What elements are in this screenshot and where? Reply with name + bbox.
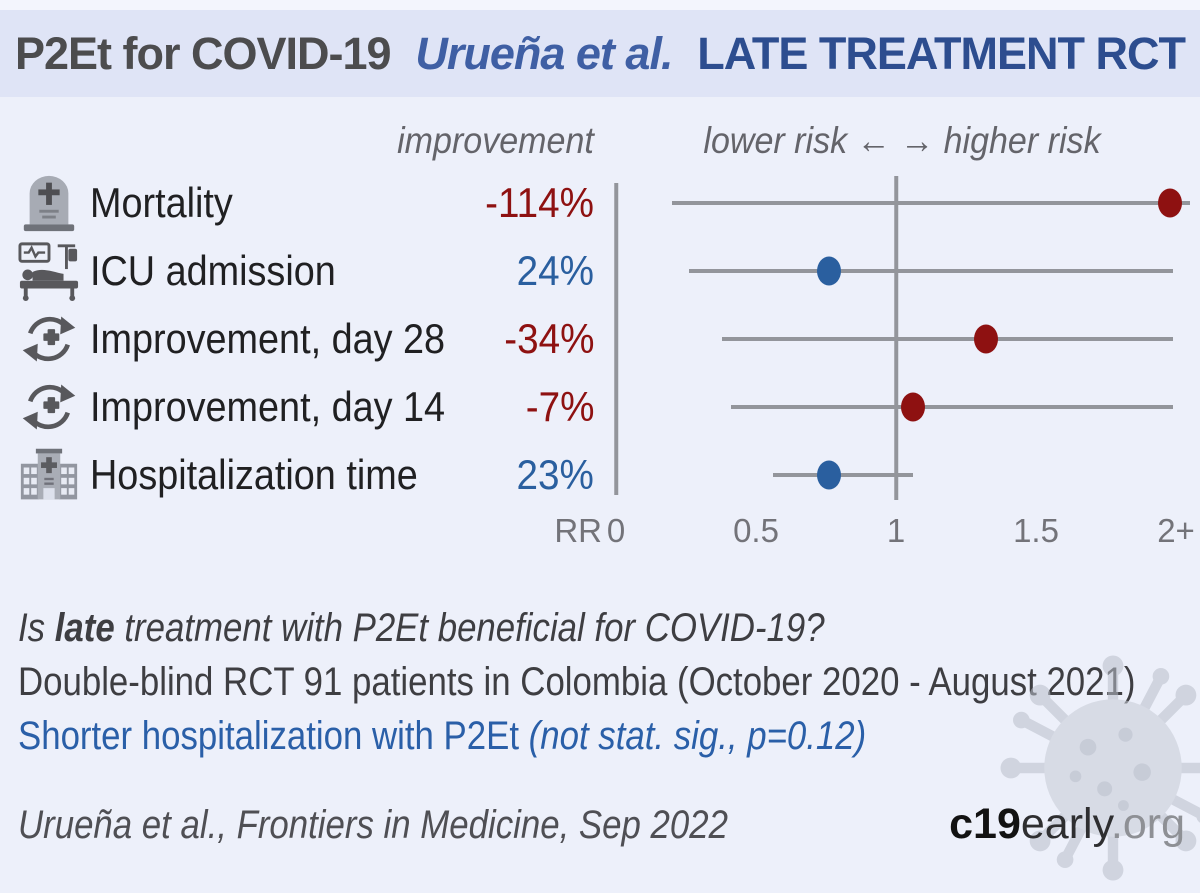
improvement-value: 23% — [516, 451, 594, 498]
rr-axis-label: RR — [554, 512, 602, 549]
improvement-value: -34% — [503, 315, 594, 362]
title-treatment: P2Et for COVID-19 — [15, 27, 392, 79]
confidence-interval-line — [672, 201, 1190, 205]
outcome-label: Hospitalization time — [90, 451, 418, 498]
site-link[interactable]: c19early.org — [949, 800, 1185, 849]
tombstone-icon — [14, 171, 84, 235]
icu-bed-icon — [14, 239, 84, 303]
improvement-column-header: improvement — [397, 120, 594, 161]
axis-tick-label: 1.5 — [1013, 512, 1059, 549]
improvement-value: 24% — [516, 247, 594, 294]
improvement-value: -7% — [525, 383, 594, 430]
summary-finding: Shorter hospitalization with P2Et (not s… — [18, 714, 866, 759]
forest-plot: 0 0.5 1 1.5 2+ — [606, 176, 1195, 549]
improvement-value: -114% — [485, 179, 594, 226]
axis-tick-label: 1 — [886, 512, 906, 549]
outcome-label: Improvement, day 28 — [90, 315, 446, 362]
title-stage: LATE TREATMENT RCT — [697, 27, 1186, 79]
axis-tick-label: 0 — [606, 512, 626, 549]
site-bold: c19 — [949, 800, 1021, 848]
outcome-label: Improvement, day 14 — [90, 383, 446, 430]
top-strip — [0, 0, 1200, 10]
hospital-icon — [14, 443, 84, 507]
question-rest: treatment with P2Et beneficial for COVID… — [114, 606, 825, 650]
axis-tick-label: 0.5 — [733, 512, 779, 549]
recovery-icon — [14, 375, 84, 439]
confidence-interval-line — [688, 269, 1174, 273]
outcome-label: ICU admission — [90, 247, 336, 294]
question-bold: late — [54, 606, 115, 650]
citation: Urueña et al., Frontiers in Medicine, Se… — [18, 803, 728, 847]
effect-estimate-dot — [1158, 188, 1183, 218]
effect-estimate-dot — [816, 460, 841, 490]
site-mid: early — [1020, 800, 1111, 848]
confidence-interval-line — [730, 405, 1174, 409]
axis-tick-label: 2+ — [1157, 512, 1195, 549]
outcome-row-mortality: Mortality -114% — [14, 169, 594, 237]
summary-design: Double-blind RCT 91 patients in Colombia… — [18, 660, 1136, 704]
outcome-label: Mortality — [90, 179, 233, 226]
effect-estimate-dot — [973, 324, 998, 354]
finding-main: Shorter hospitalization with P2Et — [18, 714, 529, 758]
outcome-row-icu: ICU admission 24% — [14, 237, 594, 305]
outcome-row-improvement-14: Improvement, day 14 -7% — [14, 373, 594, 441]
finding-note: (not stat. sig., p=0.12) — [528, 714, 867, 758]
header-band: P2Et for COVID-19 Urueña et al. LATE TRE… — [0, 10, 1200, 97]
question-prefix: Is — [18, 606, 55, 650]
summary-question: Is late treatment with P2Et beneficial f… — [18, 606, 825, 651]
recovery-icon — [14, 307, 84, 371]
effect-estimate-dot — [816, 256, 841, 286]
outcome-row-improvement-28: Improvement, day 28 -34% — [14, 305, 594, 373]
confidence-interval-line — [722, 337, 1174, 341]
title-authors: Urueña et al. — [415, 27, 673, 79]
site-domain: .org — [1110, 800, 1185, 848]
virus-watermark-icon — [1000, 655, 1200, 881]
confidence-interval-line — [772, 473, 913, 477]
effect-estimate-dot — [900, 392, 925, 422]
outcome-row-hospitalization: Hospitalization time 23% — [14, 441, 594, 509]
axis-zero-line — [614, 183, 618, 495]
risk-direction-header: lower risk ← → higher risk — [703, 120, 1101, 161]
